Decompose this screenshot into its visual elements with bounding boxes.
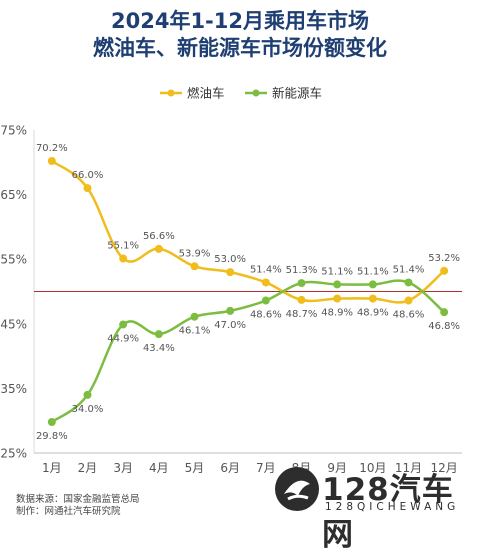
data-point-0-2 — [119, 254, 128, 263]
x-tick-label: 10月 — [359, 461, 386, 475]
data-label-0-6: 51.4% — [250, 264, 282, 275]
y-tick-label: 55% — [0, 253, 27, 267]
data-point-0-5 — [226, 268, 235, 277]
data-point-1-0 — [47, 417, 56, 426]
data-label-0-8: 48.9% — [321, 308, 353, 319]
data-label-1-4: 46.1% — [179, 326, 211, 337]
data-label-1-9: 51.1% — [357, 266, 389, 277]
x-tick-label: 6月 — [220, 461, 240, 475]
data-label-0-1: 66.0% — [72, 170, 104, 181]
line-chart: 燃油车新能源车25%35%45%55%65%75%1月2月3月4月5月6月7月8… — [0, 86, 462, 475]
data-label-0-7: 48.7% — [286, 309, 318, 320]
x-tick-label: 7月 — [256, 461, 276, 475]
data-point-0-1 — [83, 184, 92, 193]
series-line-0 — [51, 159, 445, 304]
x-tick-label: 5月 — [185, 461, 205, 475]
data-source-note: 数据来源：国家金融监管总局 — [16, 494, 140, 505]
logo-subtext: 128QICHEWANG — [325, 501, 460, 513]
producer-note: 制作：网通社汽车研究院 — [16, 506, 121, 517]
chart-title-line2: 燃油车、新能源车市场份额变化 — [93, 36, 387, 60]
legend-marker-0 — [167, 89, 175, 97]
x-tick-label: 1月 — [42, 461, 62, 475]
data-point-1-3 — [154, 330, 163, 339]
data-label-1-0: 29.8% — [36, 431, 68, 442]
legend-label-1: 新能源车 — [272, 86, 322, 101]
data-point-1-6 — [261, 296, 270, 305]
legend-label-0: 燃油车 — [187, 86, 225, 101]
x-tick-label: 4月 — [149, 461, 169, 475]
logo-emblem-icon — [275, 467, 319, 511]
data-point-0-3 — [154, 244, 163, 253]
series-line-1 — [51, 279, 445, 424]
chart-title-line1: 2024年1-12月乘用车市场 — [111, 9, 369, 33]
legend-marker-1 — [252, 89, 260, 97]
data-point-1-1 — [83, 390, 92, 399]
data-label-1-2: 44.9% — [107, 333, 139, 344]
x-tick-label: 3月 — [113, 461, 133, 475]
data-point-0-8 — [333, 294, 342, 303]
data-point-0-4 — [190, 262, 199, 271]
x-tick-label: 12月 — [431, 461, 458, 475]
data-point-0-0 — [47, 157, 56, 166]
data-point-1-7 — [297, 279, 306, 288]
data-point-0-6 — [261, 278, 270, 287]
data-label-0-11: 53.2% — [428, 253, 460, 264]
data-label-0-4: 53.9% — [179, 248, 211, 259]
data-label-1-3: 43.4% — [143, 343, 175, 354]
data-point-0-11 — [440, 266, 449, 275]
y-tick-label: 45% — [0, 317, 27, 331]
y-tick-label: 65% — [0, 188, 27, 202]
data-point-1-11 — [440, 308, 449, 317]
data-point-0-10 — [404, 296, 413, 305]
data-point-1-4 — [190, 312, 199, 321]
data-label-1-6: 48.6% — [250, 310, 282, 321]
data-point-0-7 — [297, 295, 306, 304]
data-label-0-0: 70.2% — [36, 143, 68, 154]
data-point-1-2 — [119, 320, 128, 329]
watermark-logo: 128汽车网 128QICHEWANG — [272, 462, 472, 553]
y-tick-label: 75% — [0, 124, 27, 138]
data-label-1-8: 51.1% — [321, 266, 353, 277]
data-point-1-9 — [368, 280, 377, 289]
data-label-0-10: 48.6% — [393, 310, 425, 321]
data-label-0-3: 56.6% — [143, 231, 175, 242]
data-label-1-1: 34.0% — [72, 404, 104, 415]
x-tick-label: 2月 — [78, 461, 98, 475]
data-label-0-9: 48.9% — [357, 308, 389, 319]
data-label-0-2: 55.1% — [107, 241, 139, 252]
data-point-1-8 — [333, 280, 342, 289]
y-tick-label: 35% — [0, 382, 27, 396]
data-label-1-7: 51.3% — [286, 265, 318, 276]
data-label-1-11: 46.8% — [428, 321, 460, 332]
x-tick-label: 9月 — [327, 461, 347, 475]
data-point-1-10 — [404, 278, 413, 287]
data-point-1-5 — [226, 306, 235, 315]
data-label-1-5: 47.0% — [214, 320, 246, 331]
data-label-0-5: 53.0% — [214, 254, 246, 265]
x-tick-label: 11月 — [395, 461, 422, 475]
data-label-1-10: 51.4% — [393, 264, 425, 275]
y-tick-label: 25% — [0, 447, 27, 461]
data-point-0-9 — [368, 294, 377, 303]
